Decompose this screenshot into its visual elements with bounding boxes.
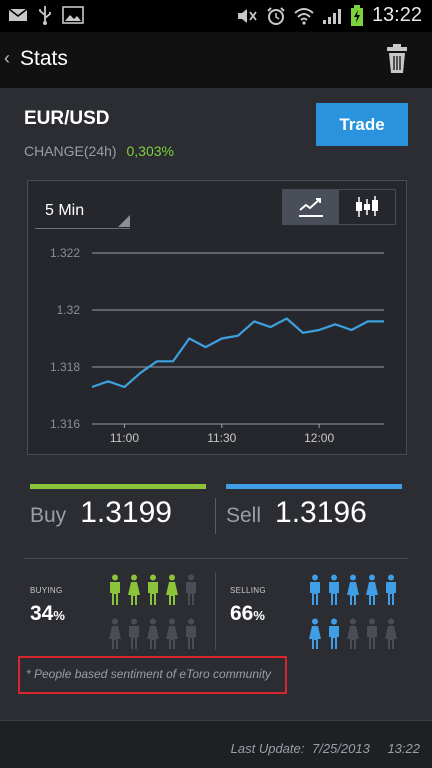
interval-label: 5 Min (45, 202, 85, 219)
last-update-time: 13:22 (387, 741, 420, 756)
selling-label: SELLING (230, 586, 266, 595)
line-chart-button[interactable] (283, 190, 339, 224)
mail-icon (8, 8, 28, 21)
buy-indicator-bar (30, 484, 206, 489)
female-person-icon (309, 618, 321, 649)
last-update-date: 7/25/2013 (311, 741, 370, 756)
y-tick-label: 1.322 (50, 246, 80, 260)
back-chevron-icon[interactable]: ‹ (4, 48, 10, 68)
female-person-icon (366, 574, 378, 605)
candlestick-button[interactable] (339, 190, 395, 224)
female-person-icon (347, 574, 359, 605)
male-person-icon (386, 574, 396, 605)
chart-type-toggle (282, 189, 396, 225)
y-tick-label: 1.318 (50, 360, 80, 374)
sell-indicator-bar (226, 484, 402, 489)
buying-people-grid (108, 574, 203, 650)
buy-price: 1.3199 (80, 496, 172, 529)
x-tick-label: 11:00 (110, 431, 139, 445)
chart-panel: 5 Min 1.322 1.32 1.318 1.316 11:00 11:30 12:00 (27, 180, 407, 455)
change-row: CHANGE(24h) 0,303% (24, 143, 174, 159)
signal-icon (322, 8, 341, 24)
male-person-icon (329, 574, 339, 605)
page-title[interactable]: Stats (20, 47, 68, 70)
selling-people-grid (308, 574, 403, 650)
sentiment-note-highlight: * People based sentiment of eToro commun… (18, 656, 287, 694)
buying-percent: 34% (30, 602, 65, 625)
y-tick-label: 1.316 (50, 417, 80, 431)
female-person-icon (385, 618, 397, 649)
wifi-icon (294, 7, 314, 25)
usb-icon (39, 6, 51, 25)
price-line-chart: 1.322 1.32 1.318 1.316 11:00 11:30 12:00 (50, 246, 384, 445)
price-divider (215, 498, 216, 534)
female-person-icon (166, 574, 178, 605)
male-person-icon (129, 618, 139, 649)
sentiment-divider (215, 572, 216, 650)
male-person-icon (186, 618, 196, 649)
interval-dropdown[interactable]: 5 Min (35, 193, 130, 229)
instrument-pair: EUR/USD (24, 108, 110, 129)
alarm-icon (267, 6, 285, 25)
mute-icon (237, 8, 257, 23)
price-series-line (91, 317, 384, 389)
clock: 13:22 (371, 4, 422, 26)
male-person-icon (186, 574, 196, 605)
x-tick-label: 11:30 (207, 431, 236, 445)
buying-label: BUYING (30, 586, 63, 595)
footer: Last Update: 7/25/2013 13:22 (0, 720, 432, 768)
female-person-icon (109, 618, 121, 649)
sentiment-note: * People based sentiment of eToro commun… (26, 667, 272, 681)
status-bar: 13:22 (0, 0, 432, 32)
female-person-icon (147, 618, 159, 649)
sell-price: 1.3196 (275, 496, 367, 529)
change-value: 0,303% (126, 143, 174, 159)
male-person-icon (329, 618, 339, 649)
trade-button[interactable]: Trade (316, 103, 408, 146)
dropdown-corner-icon (118, 215, 130, 227)
last-update: Last Update: 7/25/2013 13:22 (227, 741, 420, 756)
male-person-icon (310, 574, 320, 605)
y-tick-label: 1.32 (57, 303, 81, 317)
selling-percent: 66% (230, 602, 265, 625)
sell-label: Sell (226, 504, 262, 527)
sell-price-block[interactable]: Sell 1.3196 (226, 496, 367, 530)
male-person-icon (148, 574, 158, 605)
system-icons: 13:22 (236, 4, 422, 27)
candlestick-icon (356, 196, 378, 217)
female-person-icon (347, 618, 359, 649)
battery-charging-icon (350, 4, 363, 26)
female-person-icon (128, 574, 140, 605)
female-person-icon (166, 618, 178, 649)
line-chart-icon (299, 198, 323, 217)
buy-price-block[interactable]: Buy 1.3199 (30, 496, 172, 530)
stats-card: EUR/USD CHANGE(24h) 0,303% Trade 5 Min 1… (0, 88, 432, 720)
trash-icon[interactable] (386, 42, 408, 74)
last-update-label: Last Update: (230, 741, 305, 756)
change-label: CHANGE(24h) (24, 143, 117, 159)
male-person-icon (367, 618, 377, 649)
buy-label: Buy (30, 504, 67, 527)
male-person-icon (110, 574, 120, 605)
gallery-icon (62, 6, 84, 24)
action-bar: ‹ Stats (0, 32, 432, 88)
notification-icons (8, 5, 84, 25)
section-divider (24, 558, 408, 559)
x-tick-label: 12:00 (304, 431, 334, 445)
